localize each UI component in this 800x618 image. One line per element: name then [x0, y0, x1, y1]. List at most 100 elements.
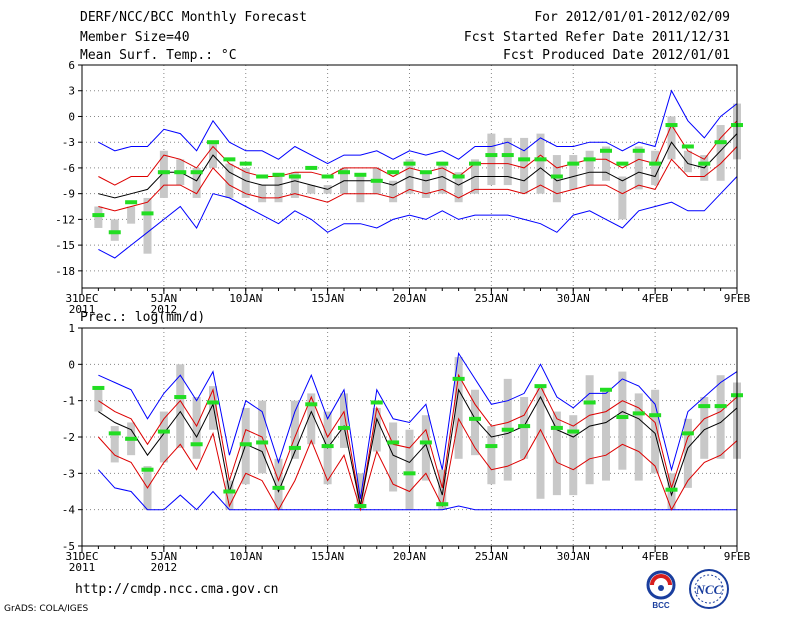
observed-marker — [550, 174, 563, 179]
spread-bar — [536, 386, 545, 499]
observed-marker — [256, 174, 269, 179]
spread-bar — [372, 407, 381, 452]
observed-marker — [108, 431, 121, 436]
observed-marker — [518, 157, 531, 162]
ncc-logo: NCC — [689, 569, 729, 609]
observed-marker — [338, 170, 350, 175]
spread-bar — [716, 375, 725, 459]
x-tick-label: 30JAN — [557, 292, 590, 305]
y-tick-label: -6 — [62, 162, 75, 175]
y-tick-label: -4 — [62, 504, 76, 517]
spread-bar — [438, 469, 447, 510]
x-tick-label: 30JAN — [557, 550, 590, 563]
min-envelope-line — [98, 469, 737, 511]
x-tick-label: 20JAN — [393, 292, 426, 305]
observed-marker — [567, 161, 580, 166]
x-tick-year-label: 2012 — [151, 303, 178, 316]
observed-marker — [141, 467, 154, 472]
observed-marker — [272, 485, 285, 490]
spread-bar — [274, 458, 283, 510]
x-tick-year-label: 2011 — [69, 303, 96, 316]
observed-marker — [534, 157, 547, 162]
spread-bar — [454, 172, 463, 203]
spread-bar — [192, 397, 201, 459]
observed-marker — [419, 170, 432, 175]
x-tick-label: 9FEB — [724, 292, 751, 305]
observed-marker — [616, 161, 629, 166]
observed-marker — [354, 504, 367, 509]
website-url[interactable]: http://cmdp.ncc.cma.gov.cn — [75, 582, 279, 597]
y-tick-label: -15 — [55, 239, 75, 252]
x-tick-label: 20JAN — [393, 550, 426, 563]
x-tick-year-label: 2012 — [151, 561, 178, 574]
observed-marker — [714, 404, 727, 409]
observed-marker — [452, 376, 465, 381]
observed-marker — [223, 157, 236, 162]
observed-marker — [632, 148, 645, 153]
x-tick-year-label: 2011 — [69, 561, 96, 574]
observed-marker — [321, 174, 334, 179]
observed-marker — [534, 384, 547, 389]
observed-marker — [125, 436, 138, 441]
x-tick-label: 25JAN — [475, 292, 508, 305]
spread-bar — [602, 389, 610, 481]
observed-marker — [419, 440, 432, 445]
observed-marker — [436, 161, 449, 166]
observed-marker — [108, 230, 121, 235]
y-tick-label: 6 — [68, 59, 75, 72]
spread-bar — [159, 411, 168, 463]
observed-marker — [370, 178, 383, 183]
spread-bar — [520, 137, 529, 194]
y-tick-label: -9 — [62, 188, 75, 201]
observed-marker — [92, 213, 105, 218]
observed-marker — [681, 144, 694, 149]
spread-bar — [716, 125, 725, 181]
observed-marker — [501, 153, 514, 158]
spread-bar — [487, 133, 496, 186]
observed-marker — [305, 165, 318, 170]
x-tick-label: 5JAN — [151, 292, 178, 305]
grads-credit: GrADS: COLA/IGES — [4, 604, 89, 614]
spread-bar — [569, 155, 578, 190]
observed-marker — [616, 415, 629, 420]
observed-marker — [485, 444, 498, 449]
spread-bar — [651, 389, 660, 474]
observed-marker — [256, 440, 269, 445]
y-tick-label: 0 — [68, 358, 75, 371]
ensemble-mean-line — [98, 388, 738, 507]
spread-bar — [634, 146, 643, 190]
spread-bar — [356, 473, 365, 510]
observed-marker — [190, 170, 203, 175]
spread-bar — [602, 146, 610, 181]
spread-bar — [290, 400, 299, 459]
observed-marker — [698, 404, 711, 409]
observed-marker — [649, 413, 662, 418]
upper-spread-line — [98, 373, 738, 507]
spread-bar — [683, 418, 692, 488]
observed-marker — [403, 161, 416, 166]
upper-spread-line — [98, 120, 738, 186]
y-tick-label: 3 — [68, 85, 75, 98]
y-tick-label: -1 — [62, 395, 75, 408]
observed-marker — [469, 416, 481, 421]
spread-bar — [94, 386, 103, 412]
observed-marker — [387, 440, 400, 445]
observed-marker — [370, 400, 383, 405]
spread-bar — [618, 176, 627, 220]
observed-marker — [321, 444, 334, 449]
x-tick-label: 10JAN — [229, 550, 262, 563]
observed-marker — [239, 442, 252, 447]
observed-marker — [338, 425, 350, 430]
x-tick-label: 31DEC — [65, 292, 98, 305]
spread-bar — [421, 415, 430, 481]
observed-marker — [550, 425, 563, 430]
spread-bar — [192, 167, 201, 198]
observed-marker — [501, 427, 514, 432]
observed-marker — [288, 445, 301, 450]
observed-marker — [714, 140, 727, 145]
spread-bar — [307, 185, 316, 194]
spread-bar — [356, 176, 365, 203]
x-tick-label: 15JAN — [311, 550, 344, 563]
